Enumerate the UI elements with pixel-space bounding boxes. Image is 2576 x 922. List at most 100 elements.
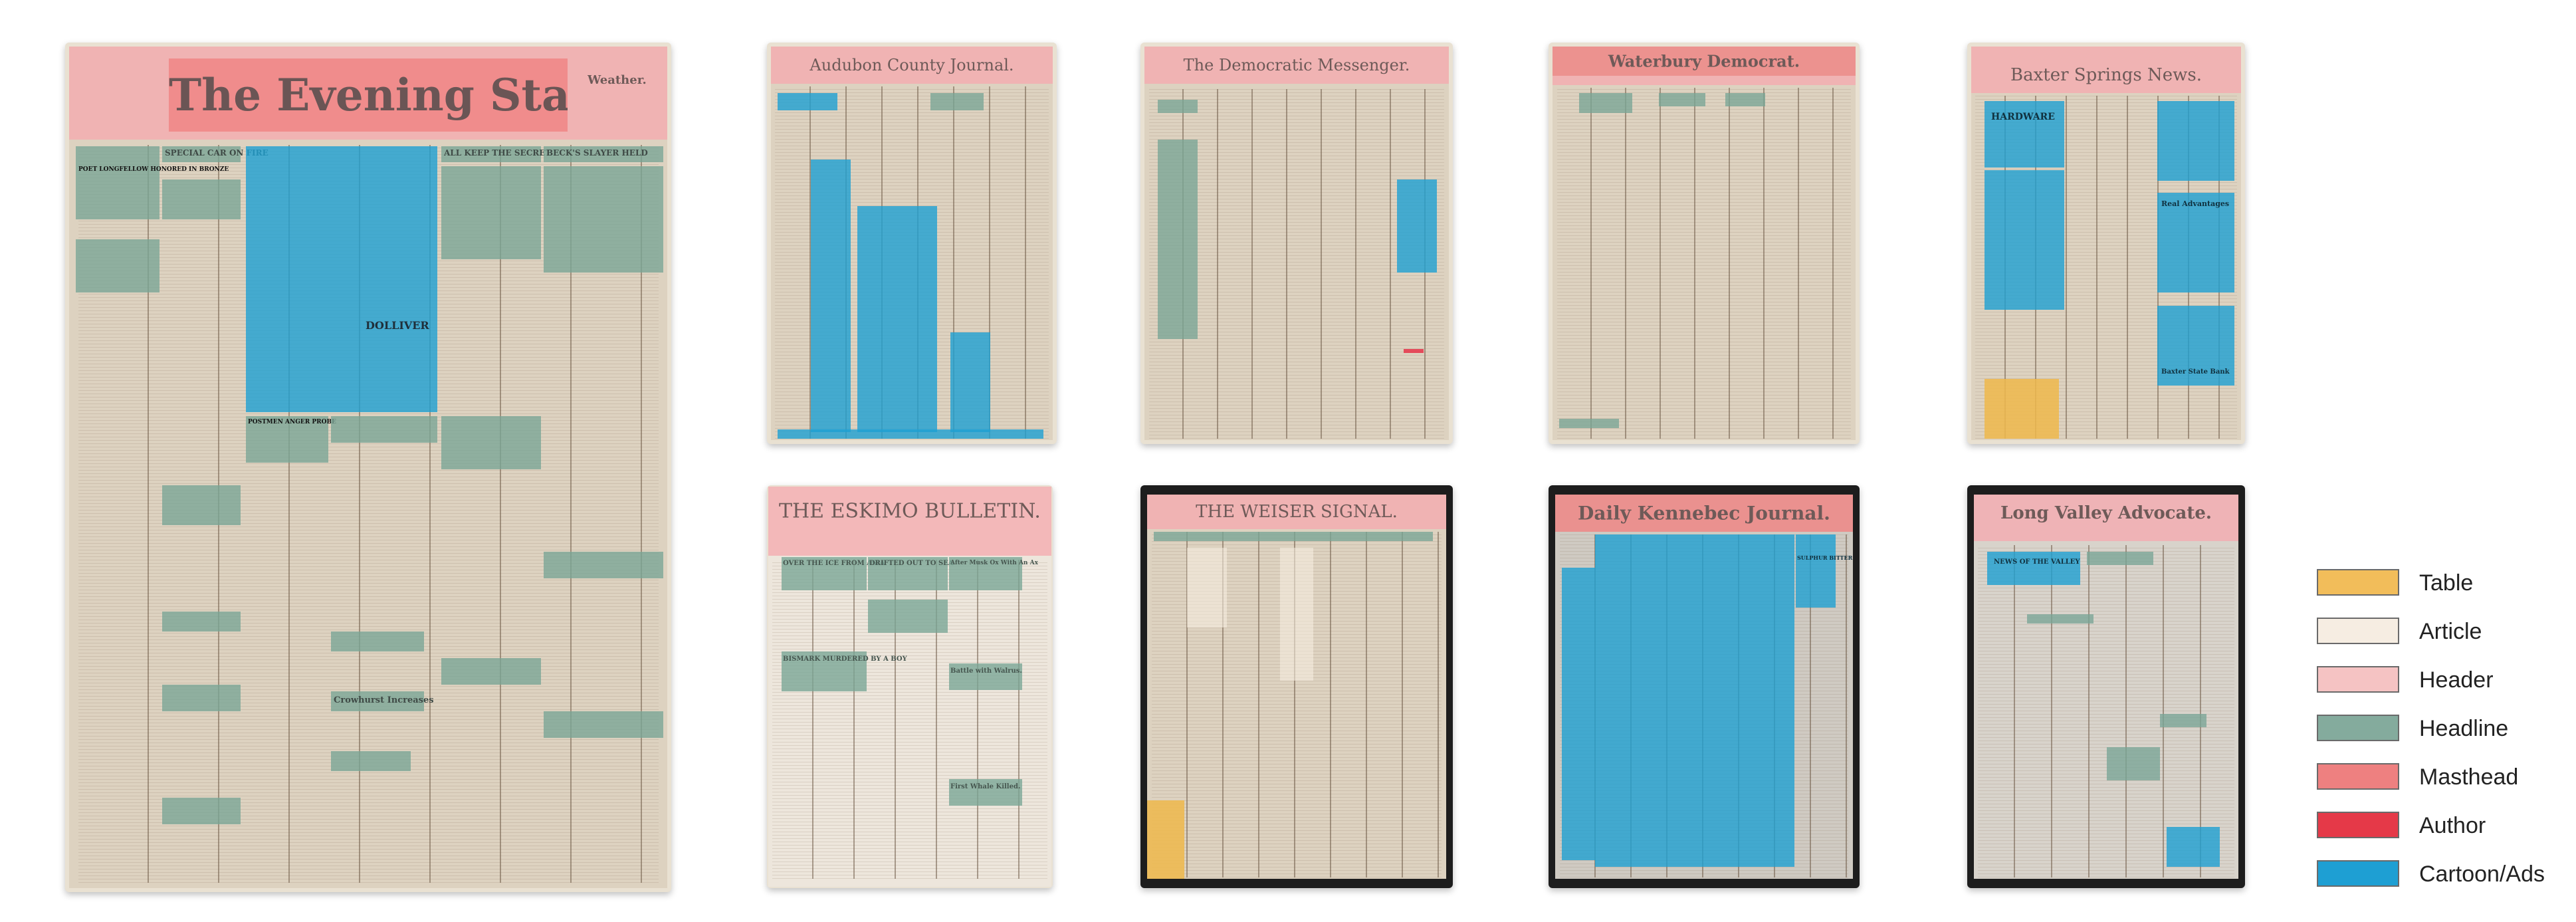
headline-region	[162, 612, 241, 632]
header-region: THE WEISER SIGNAL.	[1147, 495, 1446, 529]
masthead-region: Daily Kennebec Journal.	[1555, 495, 1853, 532]
headline-region	[1559, 419, 1619, 428]
headline-text: POSTMEN ANGER PROBE	[248, 419, 336, 425]
ad-region: Baxter State Bank	[2157, 306, 2234, 386]
legend-item-article: Article	[2317, 618, 2569, 647]
table-region	[1985, 379, 2059, 439]
masthead-title: Baxter Springs News.	[2010, 65, 2202, 86]
newspaper-page-long-valley-advocate: Long Valley Advocate. NEWS OF THE VALLEY	[1967, 485, 2245, 888]
ad-region	[950, 332, 990, 432]
legend-label: Headline	[2419, 716, 2509, 741]
headline-region	[930, 93, 984, 110]
legend-item-cartoon-ads: Cartoon/Ads	[2317, 860, 2569, 889]
ad-region: HARDWARE	[1985, 101, 2064, 168]
table-region	[1147, 800, 1184, 879]
masthead-title: The Democratic Messenger.	[1183, 56, 1410, 74]
author-region	[1404, 349, 1424, 353]
legend-label: Article	[2419, 619, 2482, 644]
masthead-title: Waterbury Democrat.	[1608, 51, 1800, 71]
cartoon-caption: DOLLIVER	[366, 319, 429, 332]
header-region: THE ESKIMO BULLETIN.	[768, 487, 1051, 556]
article-region	[1280, 548, 1313, 681]
headline-region	[331, 632, 424, 651]
headline-region	[331, 416, 437, 443]
headline-region	[162, 798, 241, 824]
newspaper-page-eskimo-bulletin: THE ESKIMO BULLETIN. OVER THE ICE FROM A…	[767, 485, 1053, 888]
swatch-headline	[2317, 715, 2399, 741]
ad-text: SULPHUR BITTERS	[1797, 554, 1853, 561]
masthead-title: The Evening Star.	[169, 69, 568, 121]
headline-region	[1154, 532, 1433, 541]
ad-region	[1397, 179, 1437, 273]
headline-region: After Musk Ox With An Ax	[949, 557, 1038, 590]
ad-text: Real Advantages	[2161, 199, 2230, 208]
ad-region	[778, 429, 1043, 439]
headline-region	[544, 711, 663, 738]
cartoon-region: DOLLIVER	[246, 146, 437, 412]
headline-region	[1158, 100, 1198, 113]
headline-region	[162, 485, 241, 525]
headline-region	[331, 751, 411, 771]
masthead-title: Long Valley Advocate.	[2000, 503, 2212, 523]
legend-label: Header	[2419, 667, 2494, 693]
headline-region	[76, 239, 160, 292]
ad-region	[2167, 827, 2220, 867]
header-region	[1553, 76, 1856, 85]
swatch-table	[2317, 569, 2399, 596]
headline-region: OVER THE ICE FROM ASIA	[782, 557, 885, 590]
newspaper-page-evening-star: The Evening Star. Weather. POET LONGFELL…	[65, 43, 671, 892]
headline-region: First Whale Killed.	[949, 779, 1022, 806]
ad-region	[1595, 534, 1794, 867]
headline-text: OVER THE ICE FROM ASIA	[783, 560, 885, 567]
newspaper-page-baxter-springs: Baxter Springs News. HARDWARE Real Advan…	[1967, 43, 2245, 444]
ad-region: NEWS OF THE VALLEY	[1987, 552, 2080, 585]
headline-region	[1158, 140, 1198, 339]
headline-text: POET LONGFELLOW HONORED IN BRONZE	[78, 166, 229, 173]
header-weather: Weather.	[588, 73, 647, 87]
headline-region: POET LONGFELLOW HONORED IN BRONZE	[76, 146, 229, 219]
headline-region	[2087, 552, 2153, 565]
headline-region	[2107, 747, 2160, 780]
header-region: The Democratic Messenger.	[1144, 47, 1449, 84]
headline-text: Battle with Walrus.	[950, 667, 1022, 675]
article-region	[1187, 548, 1227, 628]
swatch-header	[2317, 666, 2399, 693]
headline-region: ALL KEEP THE SECRET	[441, 146, 551, 162]
headline-text: SPECIAL CAR ON FIRE	[165, 148, 268, 158]
headline-region	[868, 600, 948, 633]
headline-region	[441, 658, 541, 685]
legend-label: Cartoon/Ads	[2419, 862, 2545, 887]
headline-region: DRIFTED OUT TO SEA	[868, 557, 954, 590]
headline-region: Battle with Walrus.	[949, 663, 1022, 690]
legend-label: Author	[2419, 813, 2486, 838]
headline-region: BECK'S SLAYER HELD	[544, 146, 663, 162]
swatch-article	[2317, 618, 2399, 644]
page-scan: The Evening Star. Weather. POET LONGFELL…	[69, 47, 667, 888]
masthead-region: The Evening Star.	[169, 58, 568, 132]
headline-text: After Musk Ox With An Ax	[950, 560, 1038, 566]
headline-region	[544, 166, 663, 273]
swatch-masthead	[2317, 763, 2399, 790]
headline-region: BISMARK MURDERED BY A BOY	[782, 651, 907, 691]
ad-region	[1562, 568, 1595, 860]
header-region: Baxter Springs News.	[1971, 47, 2241, 93]
masthead-title: Audubon County Journal.	[809, 56, 1014, 74]
ad-region	[1985, 170, 2064, 310]
swatch-cartoon-ads	[2317, 860, 2399, 887]
newspaper-page-democratic-messenger: The Democratic Messenger.	[1140, 43, 1453, 444]
headline-text: BECK'S SLAYER HELD	[546, 148, 648, 158]
newspaper-page-weiser-signal: THE WEISER SIGNAL.	[1140, 485, 1453, 888]
legend-item-header: Header	[2317, 666, 2569, 695]
newspaper-page-waterbury: Waterbury Democrat.	[1549, 43, 1860, 444]
masthead-region: Waterbury Democrat.	[1553, 47, 1856, 76]
headline-region	[441, 416, 541, 469]
ad-region	[778, 93, 837, 110]
ad-text: Baxter State Bank	[2161, 368, 2230, 376]
headline-region	[162, 179, 241, 219]
ad-region	[811, 160, 851, 432]
headline-region	[2027, 614, 2093, 624]
headline-region	[1725, 93, 1765, 106]
headline-text: DRIFTED OUT TO SEA	[869, 560, 954, 567]
headline-region	[544, 552, 663, 578]
swatch-author	[2317, 812, 2399, 838]
